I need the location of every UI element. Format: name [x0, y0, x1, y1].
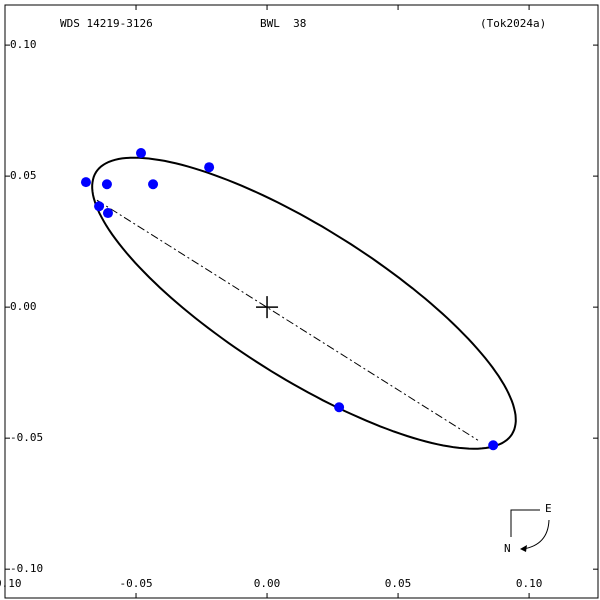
chart-title: WDS 14219-3126 [60, 17, 153, 30]
reference: (Tok2024a) [480, 17, 546, 30]
compass: E N [504, 502, 552, 555]
x-tick-label: 0.05 [385, 577, 412, 590]
plot-frame [4, 4, 599, 599]
observation-point [135, 148, 146, 159]
observation-point [101, 179, 112, 190]
compass-north: N [504, 542, 511, 555]
compass-arrowhead [520, 545, 527, 552]
chart-subtitle: BWL 38 [260, 17, 306, 30]
compass-arrow [522, 519, 550, 550]
y-tick-label: 0.00 [10, 300, 37, 313]
compass-east: E [545, 502, 552, 515]
y-tick-label: 0.10 [10, 38, 37, 51]
observation-point [94, 201, 105, 212]
y-tick-label: 0.05 [10, 169, 37, 182]
x-tick-label: -0.10 [0, 577, 22, 590]
observation-point [148, 179, 159, 190]
y-tick-label: -0.10 [10, 562, 43, 575]
x-tick-label: 0.00 [254, 577, 281, 590]
observation-point [80, 177, 91, 188]
orbit-ellipse [91, 156, 517, 450]
observation-point [334, 402, 345, 413]
observation-point [488, 440, 499, 451]
y-tick-label: -0.05 [10, 431, 43, 444]
x-tick-label: 0.10 [516, 577, 543, 590]
observation-point [204, 162, 215, 173]
line-of-nodes [96, 199, 479, 441]
x-tick-label: -0.05 [119, 577, 152, 590]
compass-axes [510, 509, 540, 537]
primary-cross [256, 296, 279, 319]
observation-point [102, 208, 113, 219]
